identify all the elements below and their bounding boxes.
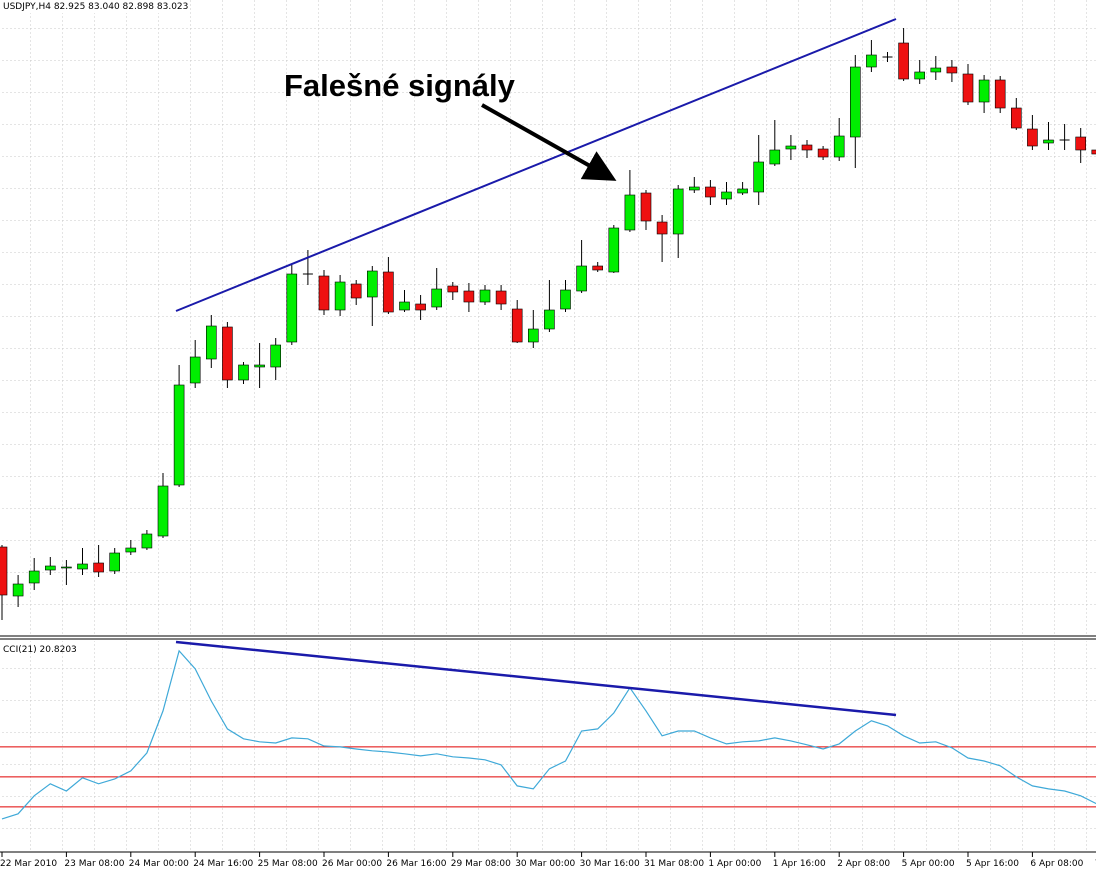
candle-body [222, 326, 233, 381]
candle-body [495, 290, 507, 305]
candle-body [431, 288, 443, 308]
trend-line [175, 640, 897, 717]
candle-body [866, 54, 877, 68]
candle-body [785, 145, 797, 150]
annotation: Falešné signály [284, 68, 516, 103]
candle-body [705, 186, 716, 198]
candle-body [978, 79, 990, 103]
candle-body [28, 570, 40, 584]
candle-body [994, 79, 1006, 109]
candle-body [189, 356, 201, 384]
candle-body [93, 562, 104, 573]
candle-body [833, 135, 845, 158]
candle-body [608, 227, 620, 273]
candle-body [1027, 128, 1038, 147]
candle-body [624, 194, 636, 231]
candle-body [61, 566, 72, 569]
x-tick-label: 5 Apr 00:00 [902, 859, 955, 869]
candle-body [44, 565, 56, 571]
candle-body [254, 364, 265, 368]
x-tick-label: 1 Apr 16:00 [773, 859, 826, 869]
x-tick-label: 26 Mar 00:00 [322, 859, 382, 869]
x-tick-label: 22 Mar 2010 [0, 859, 57, 869]
candle-body [157, 485, 169, 537]
header-bg [0, 0, 190, 13]
candle-body [109, 552, 120, 572]
candle-body [511, 308, 523, 343]
candle-body [656, 221, 668, 235]
candle-body [334, 281, 346, 311]
candle-body [592, 265, 604, 271]
candle-body [447, 285, 459, 293]
candle-body [463, 290, 475, 303]
candle-body [1010, 107, 1022, 129]
candle-body [206, 325, 217, 360]
x-tick-label: 30 Mar 00:00 [515, 859, 575, 869]
candle-body [560, 289, 571, 310]
x-tick-label: 24 Mar 00:00 [129, 859, 189, 869]
candle-body [286, 273, 298, 343]
candle-body [270, 344, 282, 368]
candle-body [672, 188, 684, 235]
x-tick-label: 6 Apr 08:00 [1030, 859, 1083, 869]
candle-body [399, 301, 410, 311]
candle-body [479, 289, 491, 303]
candle-body [817, 148, 829, 158]
candle-body [753, 161, 765, 193]
candle-body [737, 188, 748, 194]
x-tick-label: 24 Mar 16:00 [193, 859, 253, 869]
candle-body [769, 149, 781, 165]
candle-body [125, 547, 137, 553]
x-tick-label: 25 Mar 08:00 [258, 859, 318, 869]
candle-body [576, 265, 587, 292]
candle-body [849, 66, 861, 138]
x-tick-label: 7 Apr 00:00 [1095, 859, 1096, 869]
candle-body [77, 563, 88, 570]
candle-body [801, 144, 813, 151]
candle-body [1043, 139, 1054, 144]
x-tick-label: 31 Mar 08:00 [644, 859, 704, 869]
x-tick-label: 5 Apr 16:00 [966, 859, 1019, 869]
candle-body [721, 191, 732, 200]
candle-body [383, 271, 394, 313]
indicator-line [1, 649, 1096, 820]
x-tick-label: 2 Apr 08:00 [837, 859, 890, 869]
candle-body [946, 66, 958, 74]
candle-body [914, 71, 926, 80]
cci-grid [0, 641, 1096, 851]
x-tick-label: 30 Mar 16:00 [580, 859, 640, 869]
arrow [481, 103, 617, 181]
x-tick-label: 29 Mar 08:00 [451, 859, 511, 869]
candle-body [640, 192, 652, 222]
chart-header: USDJPY,H4 82.925 83.040 82.898 83.023 [3, 2, 188, 12]
x-tick-label: 23 Mar 08:00 [64, 859, 124, 869]
candle-body [1075, 136, 1086, 151]
candle-body [962, 73, 974, 103]
candle-body [898, 42, 909, 80]
x-tick-label: 1 Apr 00:00 [708, 859, 761, 869]
candle-body [1091, 149, 1096, 155]
candle-body [318, 275, 330, 311]
candle-body [238, 364, 249, 381]
candle-body [415, 303, 426, 311]
trend-line [175, 18, 897, 312]
candle-body [0, 546, 8, 596]
candle-body [141, 533, 153, 549]
candle-body [544, 309, 555, 330]
candle-body [930, 67, 942, 73]
candle-body [527, 328, 539, 343]
candle-body [12, 583, 24, 597]
candle-body [350, 283, 362, 299]
indicator-label: CCI(21) 20.8203 [3, 645, 77, 655]
candle-body [688, 186, 700, 191]
candle-body [173, 384, 185, 486]
x-tick-label: 26 Mar 16:00 [386, 859, 446, 869]
candle-body [366, 270, 378, 298]
